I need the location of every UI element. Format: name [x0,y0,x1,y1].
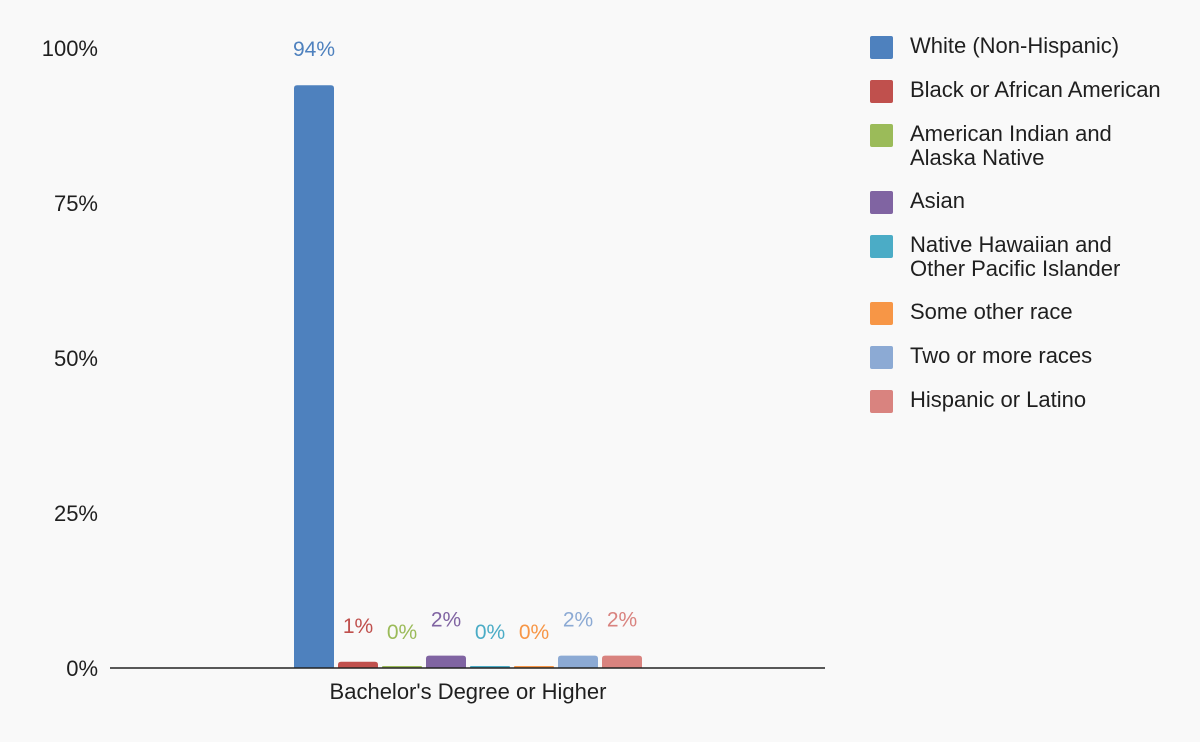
legend-swatch [870,302,893,325]
legend-label: Native Hawaiian and Other Pacific Island… [910,232,1121,281]
legend: White (Non-Hispanic) Black or African Ame… [870,34,1170,432]
data-label: 0% [519,621,549,644]
legend-label: Some other race [910,299,1073,324]
bar[interactable] [426,655,466,668]
bar[interactable] [558,655,598,668]
legend-swatch [870,80,893,103]
legend-item[interactable]: Native Hawaiian and Other Pacific Island… [870,233,1170,281]
legend-label: American Indian and Alaska Native [910,121,1112,170]
legend-item[interactable]: Some other race [870,300,1170,325]
data-labels: 94% 1% 0% 2% 0% 0% 2% 2% [293,38,637,644]
legend-swatch [870,346,893,369]
legend-item[interactable]: White (Non-Hispanic) [870,34,1170,59]
bar-chart-plot: 0% 25% 50% 75% 100% 94% 1% 0% 2% 0% 0% 2% 2% Bachel… [42,36,825,704]
legend-swatch [870,390,893,413]
legend-item[interactable]: American Indian and Alaska Native [870,122,1170,170]
data-label: 0% [387,621,417,644]
y-tick-label: 100% [42,36,98,61]
bar[interactable] [602,655,642,668]
legend-swatch [870,36,893,59]
data-label: 2% [563,609,593,632]
legend-label: Two or more races [910,343,1093,368]
bar[interactable] [294,85,334,668]
y-tick-label: 50% [54,346,98,371]
legend-label: Black or African American [910,77,1161,102]
legend-item[interactable]: Hispanic or Latino [870,388,1170,413]
bar[interactable] [338,661,378,668]
legend-item[interactable]: Two or more races [870,344,1170,369]
x-axis-category-label: Bachelor's Degree or Higher [330,679,607,704]
data-label: 1% [343,615,373,638]
data-label: 0% [475,621,505,644]
legend-swatch [870,235,893,258]
legend-item[interactable]: Asian [870,189,1170,214]
y-tick-label: 25% [54,501,98,526]
legend-swatch [870,191,893,214]
y-tick-label: 75% [54,191,98,216]
legend-label: Asian [910,188,966,213]
data-label: 94% [293,38,335,61]
legend-label: White (Non-Hispanic) [910,33,1120,58]
legend-swatch [870,124,893,147]
legend-label: Hispanic or Latino [910,387,1087,412]
legend-item[interactable]: Black or African American [870,78,1170,103]
bars [294,85,642,668]
data-label: 2% [431,609,461,632]
y-axis-ticks: 0% 25% 50% 75% 100% [42,36,98,681]
y-tick-label: 0% [66,656,98,681]
data-label: 2% [607,609,637,632]
